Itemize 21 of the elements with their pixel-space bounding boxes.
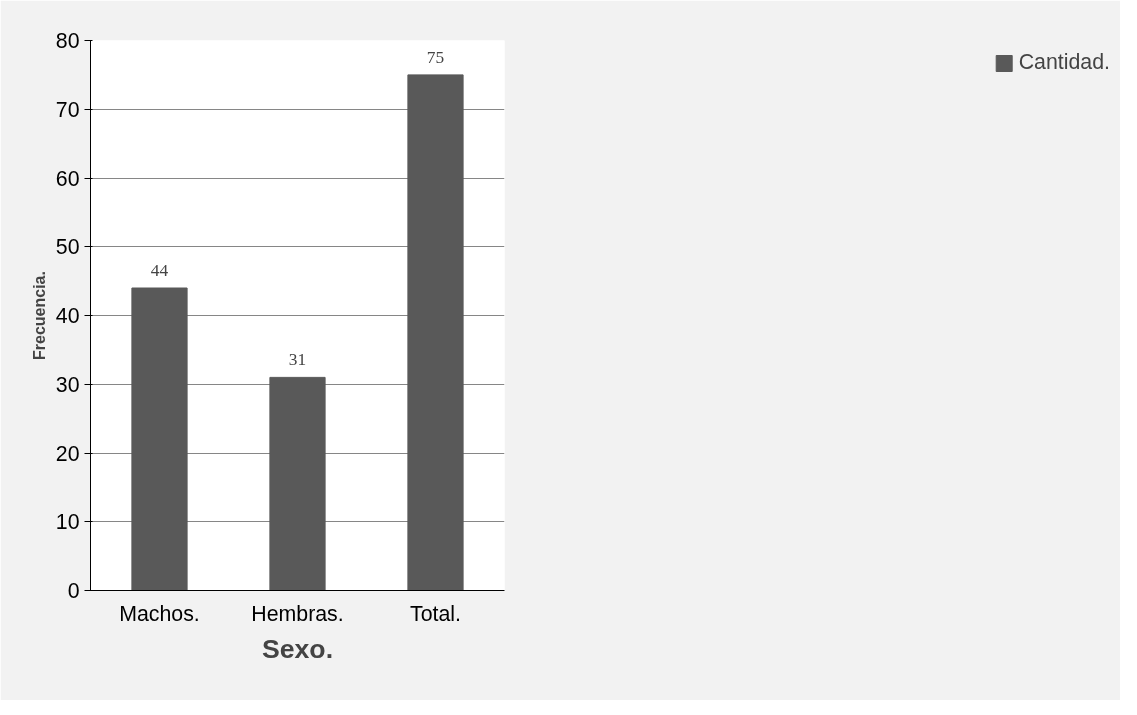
bar <box>131 287 188 591</box>
y-tick-label: 10 <box>55 510 80 535</box>
y-tick-label: 70 <box>55 97 80 122</box>
data-label: 31 <box>288 350 307 370</box>
y-tick-label: 20 <box>55 441 80 466</box>
y-tick-label: 60 <box>55 166 80 191</box>
y-tick-label: 50 <box>55 235 80 260</box>
y-tick-label: 80 <box>55 29 80 53</box>
data-label: 75 <box>426 47 445 67</box>
y-tick-label: 30 <box>55 372 80 397</box>
y-axis-title: Frecuencia. <box>30 271 48 360</box>
bar <box>407 74 464 591</box>
legend-label: Cantidad. <box>1018 50 1110 75</box>
bar <box>269 376 326 591</box>
x-axis-title: Sexo. <box>261 633 334 664</box>
x-tick-label: Machos. <box>119 601 200 626</box>
y-tick-label: 40 <box>55 304 80 328</box>
x-tick-label: Total. <box>410 601 461 626</box>
data-label: 44 <box>150 261 169 280</box>
x-tick-label: Hembras. <box>251 601 344 626</box>
y-tick-label: 0 <box>67 579 80 603</box>
